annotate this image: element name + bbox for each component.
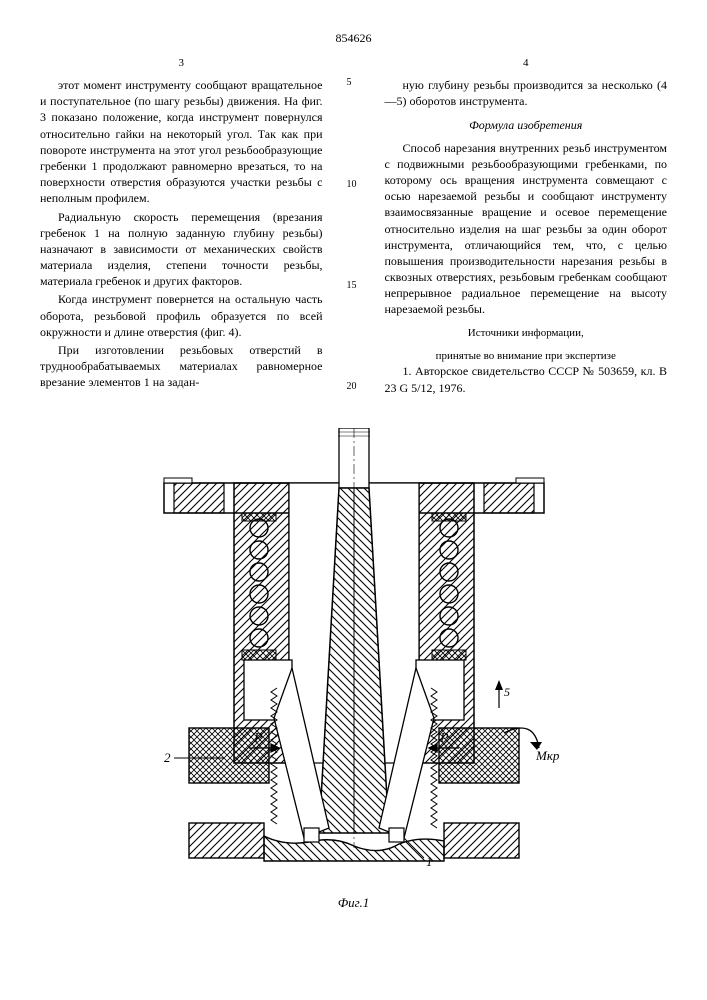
figure-1: P P Мкр 5 2 1 Фиг.1 xyxy=(40,428,667,912)
para: Когда инструмент повернется на остальную… xyxy=(40,291,323,340)
para: При изготовлении резьбовых отверстий в т… xyxy=(40,342,323,391)
right-column: 4 ную глубину резьбы производится за нес… xyxy=(385,56,668,398)
claim-text: Способ нарезания внутренних резьб инстру… xyxy=(385,140,668,318)
source-item: 1. Авторское свидетельство СССР № 503659… xyxy=(385,363,668,395)
line-mark: 10 xyxy=(347,178,361,192)
label-p-right: P xyxy=(439,731,449,746)
sources-title: Источники информации, xyxy=(385,326,668,341)
para: Радиальную скорость перемещения (врезани… xyxy=(40,209,323,290)
figure-caption: Фиг.1 xyxy=(40,894,667,912)
text-columns: 3 этот момент инструменту сообщают враща… xyxy=(40,56,667,398)
left-column: 3 этот момент инструменту сообщают враща… xyxy=(40,56,323,398)
col-page-right: 4 xyxy=(385,56,668,71)
claim-title: Формула изобретения xyxy=(385,117,668,133)
line-mark: 20 xyxy=(347,380,361,394)
label-ref5: 5 xyxy=(504,685,510,699)
col-page-left: 3 xyxy=(40,56,323,71)
label-p-left: P xyxy=(253,731,263,746)
line-mark: 15 xyxy=(347,279,361,293)
label-ref1: 1 xyxy=(426,854,433,869)
para: этот момент инструменту сообщают вращате… xyxy=(40,77,323,207)
sources-subtitle: принятые во внимание при экспертизе xyxy=(385,349,668,364)
para: ную глубину резьбы производится за неско… xyxy=(385,77,668,109)
technical-drawing: P P Мкр 5 2 1 xyxy=(104,428,604,888)
line-number-gutter: 5 10 15 20 xyxy=(347,56,361,398)
document-number: 854626 xyxy=(40,30,667,46)
label-mkr: Мкр xyxy=(535,748,560,763)
label-ref2: 2 xyxy=(164,750,171,765)
line-mark: 5 xyxy=(347,76,361,90)
